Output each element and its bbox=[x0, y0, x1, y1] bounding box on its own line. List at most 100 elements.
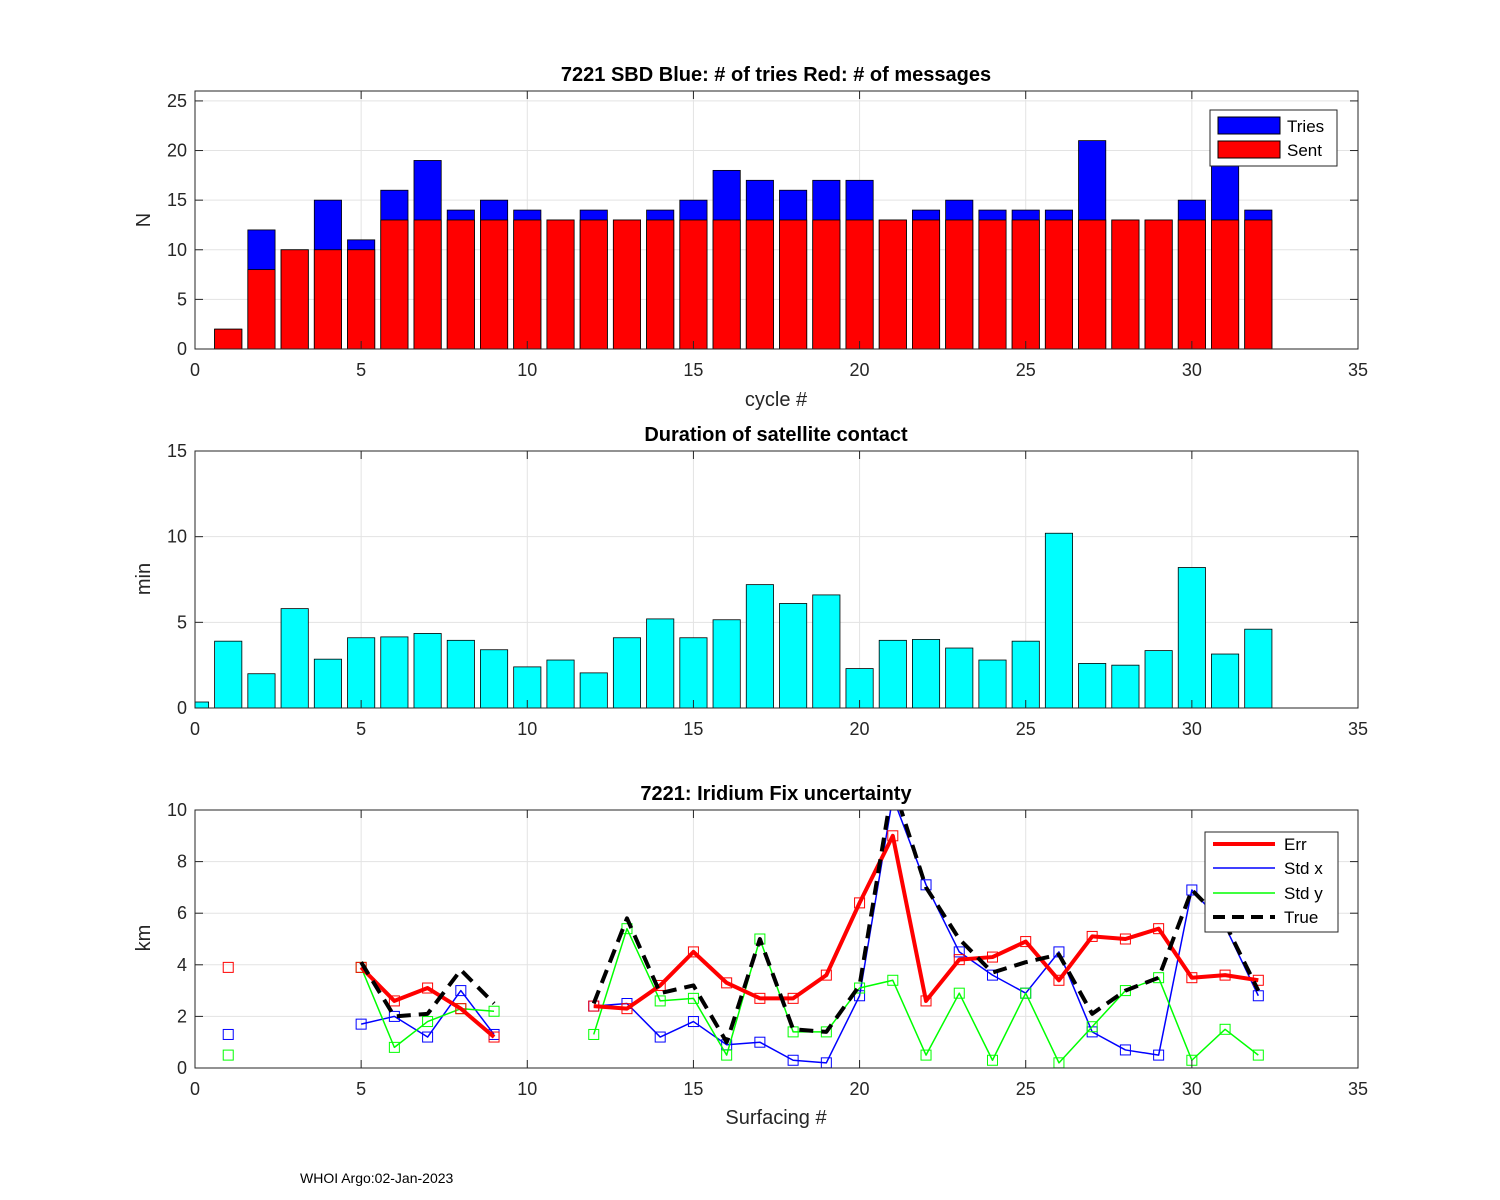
legend-sent-label: Sent bbox=[1287, 141, 1322, 160]
marker-std-x-23 bbox=[953, 946, 965, 958]
bar-sent-cycle-10 bbox=[513, 219, 542, 350]
sbd-x-tick-label: 5 bbox=[356, 360, 366, 380]
sbd-x-tick-label: 15 bbox=[683, 360, 703, 380]
marker-err-18 bbox=[787, 992, 799, 1004]
bar-sent-cycle-20 bbox=[845, 219, 874, 350]
bar-sent-cycle-12 bbox=[579, 219, 608, 350]
marker-err-23 bbox=[953, 954, 965, 966]
duration-x-tick-label: 35 bbox=[1348, 719, 1368, 739]
sbd-y-tick-label: 25 bbox=[167, 91, 187, 111]
fix-y-axis-label: km bbox=[133, 925, 155, 952]
sbd-y-tick-label: 20 bbox=[167, 141, 187, 161]
bar-sent-cycle-22 bbox=[912, 219, 941, 350]
duration-y-tick-label: 15 bbox=[167, 441, 187, 461]
bar-duration-cycle-14 bbox=[646, 618, 675, 709]
bar-duration-cycle-7 bbox=[413, 633, 442, 709]
marker-err-28 bbox=[1119, 933, 1131, 945]
bar-sent-cycle-4 bbox=[313, 249, 342, 350]
marker-std-x-28 bbox=[1119, 1044, 1131, 1056]
duration-x-tick-label: 25 bbox=[1016, 719, 1036, 739]
duration-axes-frame bbox=[194, 450, 1359, 709]
bar-duration-cycle-13 bbox=[612, 637, 641, 709]
fix-y-tick-label: 0 bbox=[177, 1058, 187, 1078]
bar-duration-cycle-19 bbox=[812, 594, 841, 709]
fix-x-tick-label: 20 bbox=[850, 1079, 870, 1099]
legend-tries-swatch bbox=[1217, 116, 1281, 135]
line-true bbox=[359, 961, 496, 1019]
fix-chart-title: 7221: Iridium Fix uncertainty bbox=[640, 783, 912, 805]
bar-sent-cycle-5 bbox=[347, 249, 376, 350]
fix-y-tick-label: 2 bbox=[177, 1006, 187, 1026]
bar-sent-cycle-24 bbox=[978, 219, 1007, 350]
marker-std-x-5 bbox=[355, 1018, 367, 1030]
marker-std-x-32 bbox=[1252, 990, 1264, 1002]
line-err bbox=[593, 833, 1259, 1011]
sbd-y-tick-label: 0 bbox=[177, 339, 187, 359]
bar-sent-cycle-25 bbox=[1011, 219, 1040, 350]
bar-duration-cycle-24 bbox=[978, 659, 1007, 709]
line-std-x bbox=[593, 810, 1259, 1064]
bar-duration-cycle-8 bbox=[446, 639, 475, 709]
bar-duration-cycle-18 bbox=[779, 603, 808, 709]
marker-std-y-14 bbox=[654, 995, 666, 1007]
fix-y-tick-label: 10 bbox=[167, 800, 187, 820]
legend-sent-swatch bbox=[1217, 140, 1281, 159]
duration-x-tick-label: 10 bbox=[517, 719, 537, 739]
marker-std-x-7 bbox=[422, 1031, 434, 1043]
bar-duration-cycle-11 bbox=[546, 659, 575, 709]
bar-sent-cycle-21 bbox=[878, 219, 907, 350]
sbd-x-tick-label: 25 bbox=[1016, 360, 1036, 380]
sbd-legend: Tries Sent bbox=[1209, 109, 1338, 167]
legend-err-label: Err bbox=[1284, 835, 1307, 854]
marker-std-y-7 bbox=[422, 1016, 434, 1028]
fix-plot-area: 0 5 10 15 20 25 30 35 0 2 4 6 8 10 bbox=[167, 800, 1368, 1099]
sbd-y-axis-label: N bbox=[133, 213, 155, 227]
bar-duration-cycle-30 bbox=[1177, 567, 1206, 709]
sbd-x-tick-label: 20 bbox=[850, 360, 870, 380]
fix-x-tick-label: 35 bbox=[1348, 1079, 1368, 1099]
marker-std-x-29 bbox=[1153, 1049, 1165, 1061]
marker-std-y-21 bbox=[887, 974, 899, 986]
marker-std-x-1 bbox=[222, 1028, 234, 1040]
marker-err-30 bbox=[1186, 972, 1198, 984]
bar-duration-cycle-28 bbox=[1111, 664, 1140, 709]
sbd-chart-title: 7221 SBD Blue: # of tries Red: # of mess… bbox=[561, 64, 991, 86]
marker-err-6 bbox=[388, 995, 400, 1007]
line-err bbox=[359, 965, 496, 1039]
duration-y-tick-label: 5 bbox=[177, 612, 187, 632]
marker-std-y-25 bbox=[1020, 987, 1032, 999]
marker-std-y-27 bbox=[1086, 1021, 1098, 1033]
bar-duration-cycle-25 bbox=[1011, 640, 1040, 709]
marker-err-22 bbox=[920, 995, 932, 1007]
bar-sent-cycle-1 bbox=[214, 328, 243, 350]
marker-err-15 bbox=[687, 946, 699, 958]
marker-err-26 bbox=[1053, 974, 1065, 986]
marker-err-16 bbox=[721, 977, 733, 989]
duration-x-tick-label: 20 bbox=[850, 719, 870, 739]
sbd-x-tick-label: 0 bbox=[190, 360, 200, 380]
line-true bbox=[591, 810, 1261, 1045]
duration-y-axis-label: min bbox=[133, 563, 155, 595]
line-std-y bbox=[360, 967, 495, 1049]
bar-duration-cycle-3 bbox=[280, 608, 309, 709]
bar-duration-cycle-4 bbox=[313, 658, 342, 709]
marker-err-1 bbox=[222, 961, 234, 973]
fix-chart: 7221: Iridium Fix uncertainty 0 5 10 15 20 25… bbox=[133, 783, 1368, 1129]
bar-duration-cycle-1 bbox=[214, 640, 243, 709]
marker-err-31 bbox=[1219, 969, 1231, 981]
bar-duration-cycle-32 bbox=[1244, 628, 1273, 709]
bar-duration-cycle-0 bbox=[194, 701, 210, 709]
sbd-y-tick-label: 15 bbox=[167, 190, 187, 210]
sbd-plot-area: 0 5 10 15 20 25 30 35 0 5 10 15 20 25 bbox=[167, 90, 1368, 380]
legend-stdx-label: Std x bbox=[1284, 859, 1323, 878]
marker-err-27 bbox=[1086, 930, 1098, 942]
marker-std-y-9 bbox=[488, 1005, 500, 1017]
bar-sent-cycle-32 bbox=[1244, 219, 1273, 350]
sbd-x-tick-label: 30 bbox=[1182, 360, 1202, 380]
marker-err-20 bbox=[854, 897, 866, 909]
marker-std-x-18 bbox=[787, 1054, 799, 1066]
fix-x-tick-label: 10 bbox=[517, 1079, 537, 1099]
marker-err-8 bbox=[455, 1003, 467, 1015]
marker-std-x-14 bbox=[654, 1031, 666, 1043]
